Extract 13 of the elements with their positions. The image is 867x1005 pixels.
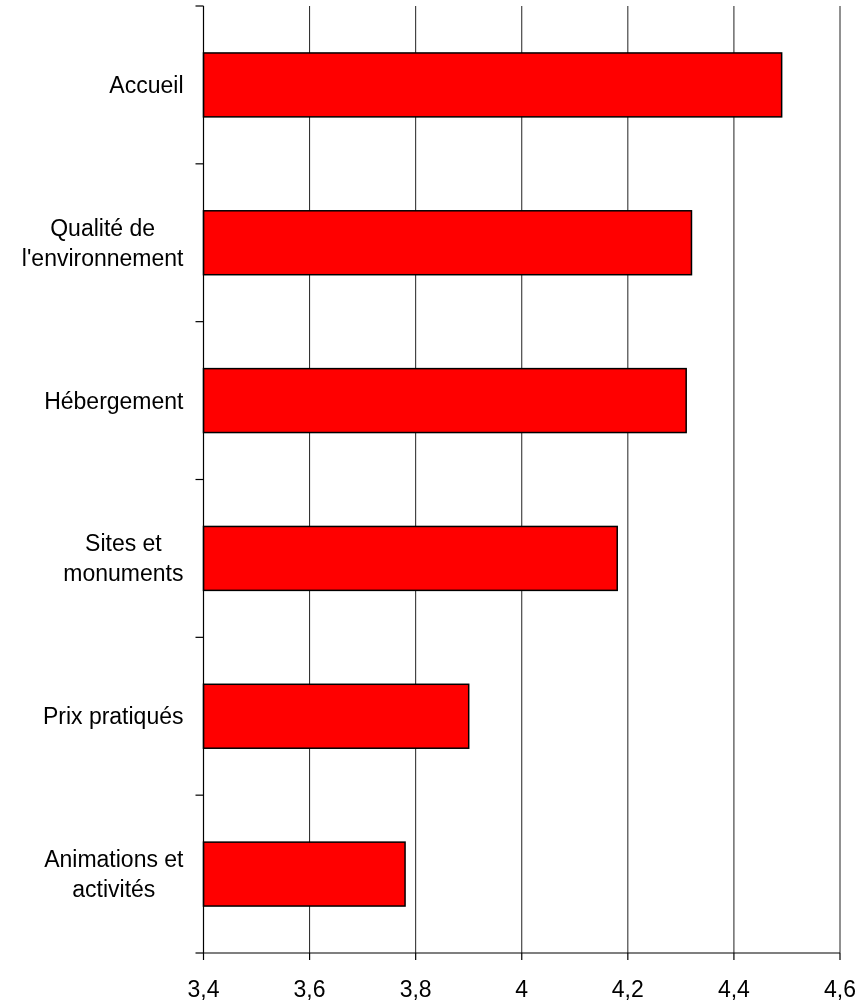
- y-tick-label: Sites et monuments: [63, 530, 184, 587]
- y-tick-label: Hébergement: [44, 387, 185, 414]
- x-tick-label: 3,8: [399, 976, 432, 1002]
- x-tick-label: 4,4: [717, 976, 751, 1002]
- x-tick-label: 3,6: [293, 976, 326, 1002]
- x-tick-label: 4,2: [611, 976, 644, 1002]
- y-tick-label: Qualité de l'environnement: [21, 214, 185, 271]
- x-tick-label: 4,6: [824, 976, 856, 1002]
- x-tick-label: 4: [515, 976, 529, 1002]
- y-tick-label: Prix pratiqués: [42, 703, 184, 730]
- y-tick-label: Animations et activités: [44, 846, 185, 903]
- x-tick-label: 3,4: [187, 976, 220, 1002]
- y-tick-label: Accueil: [109, 71, 184, 98]
